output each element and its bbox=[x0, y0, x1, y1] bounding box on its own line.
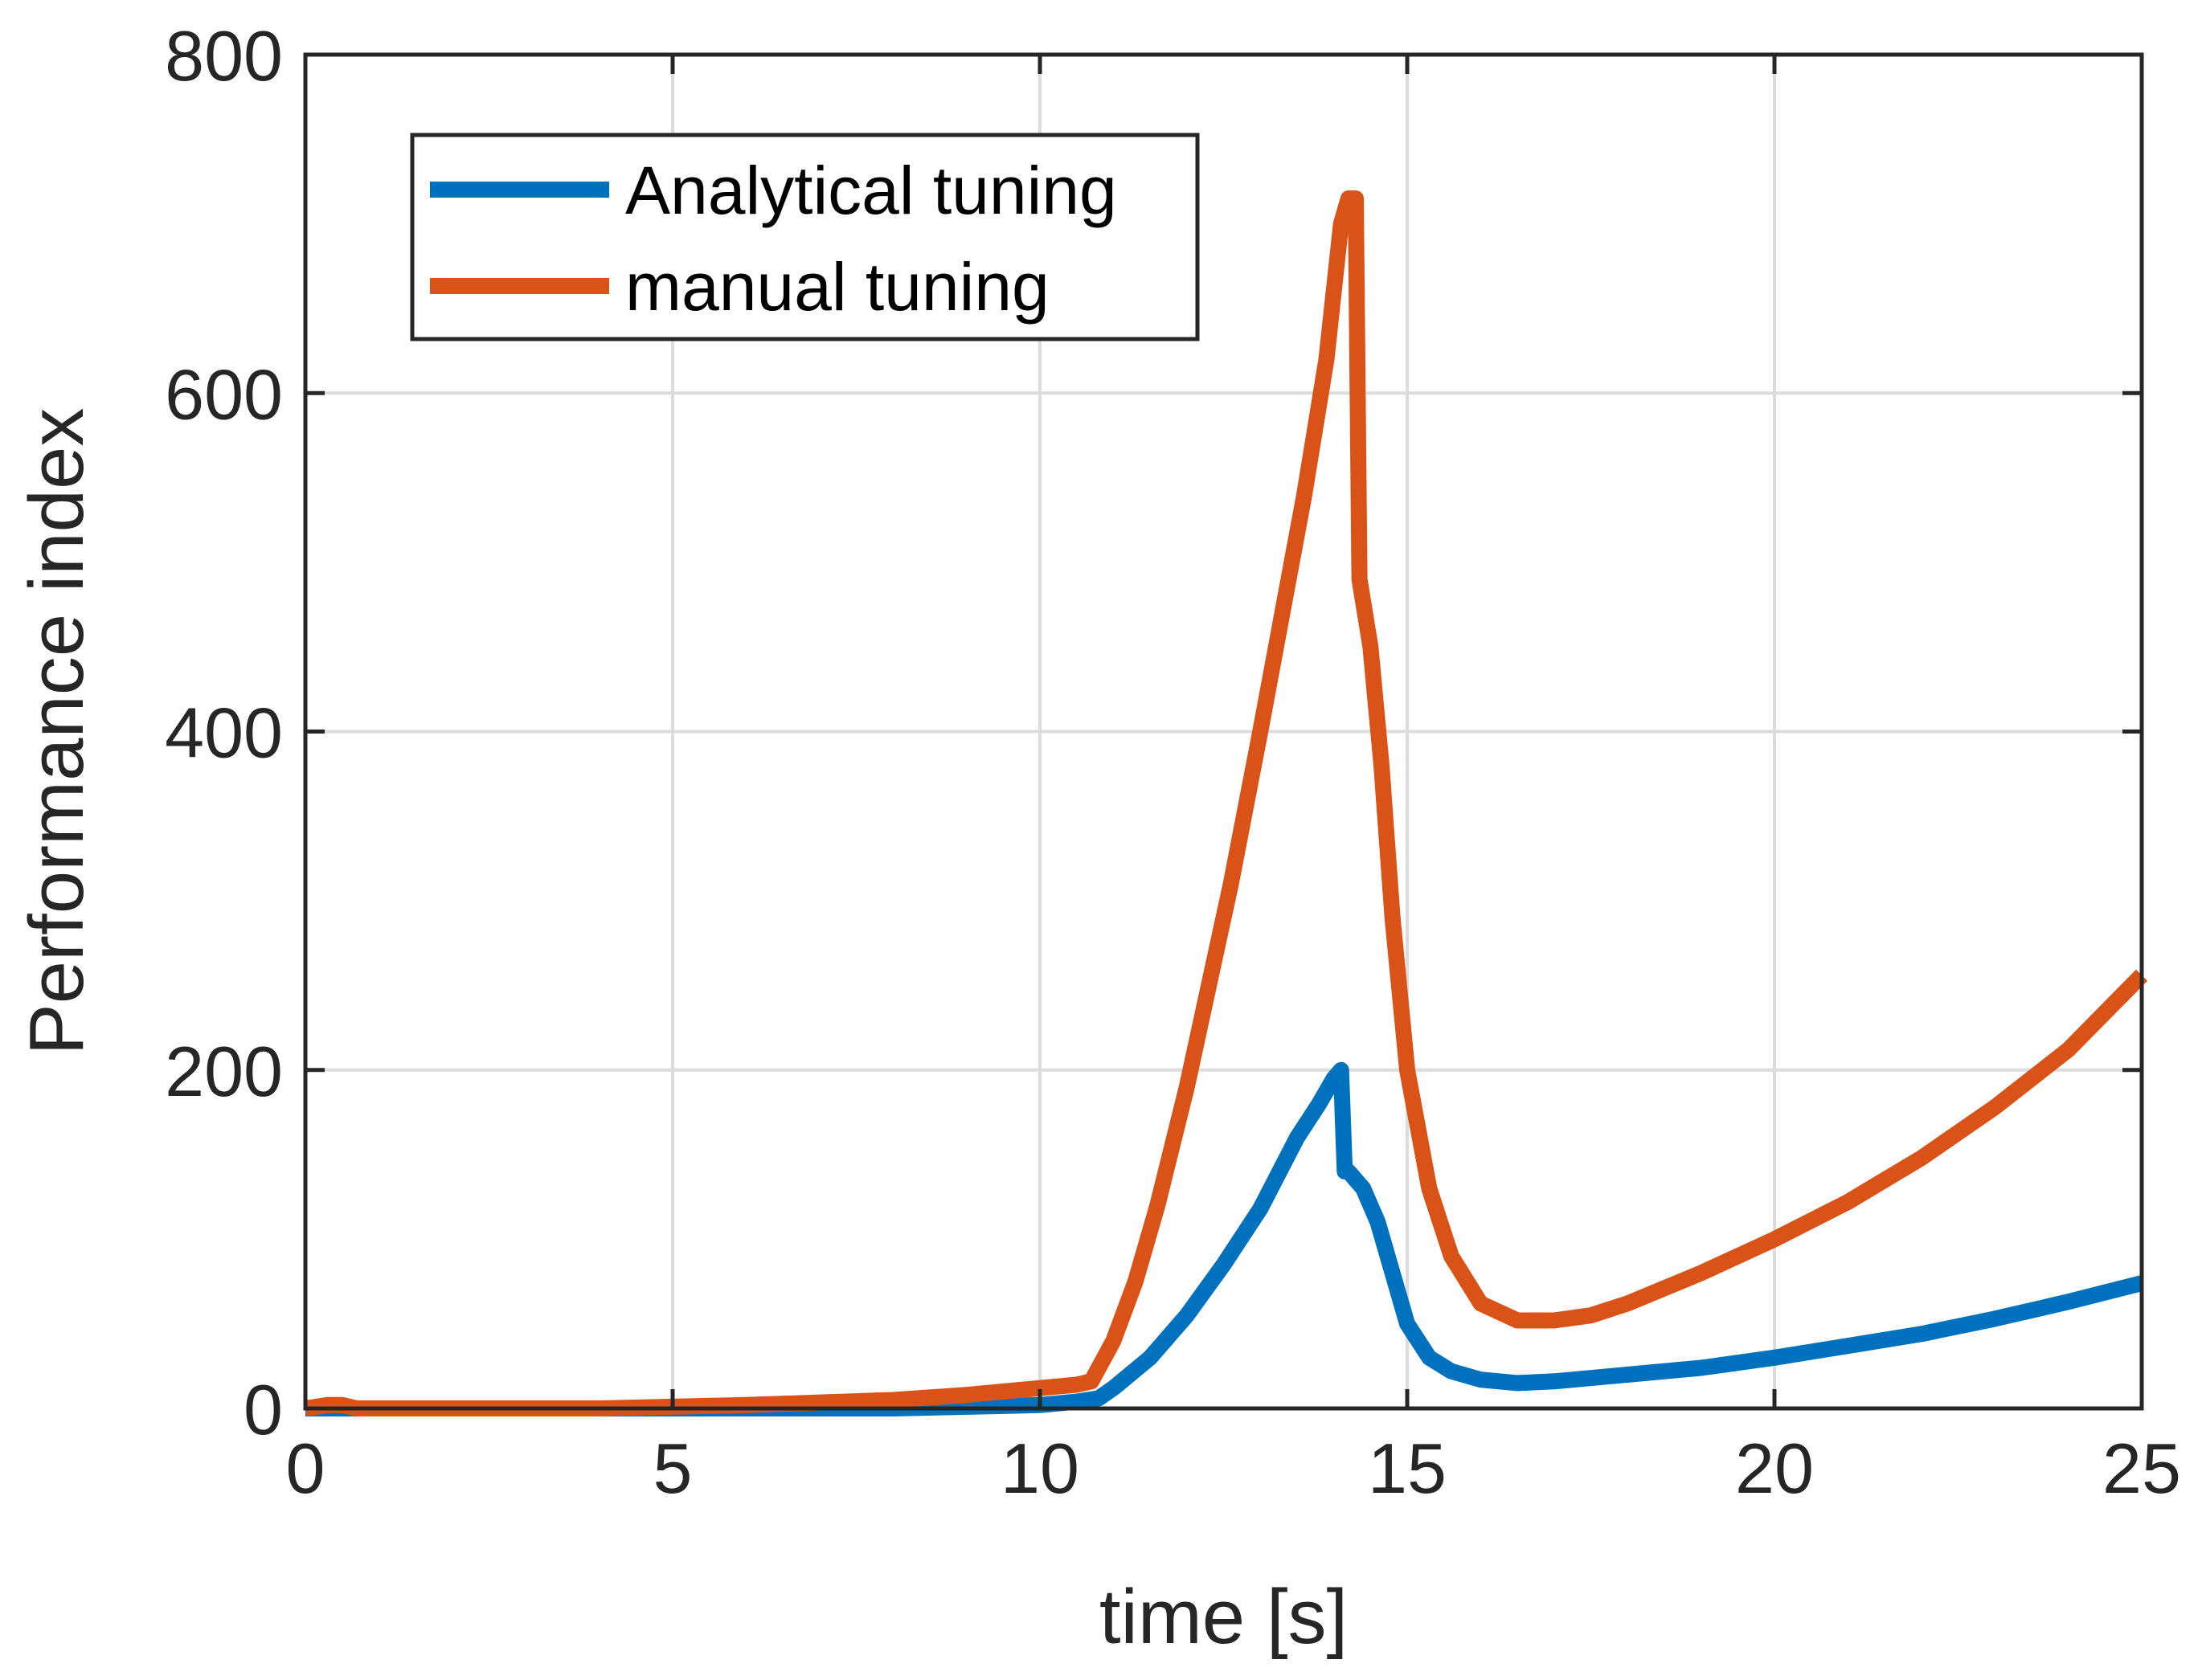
y-tick-label-0: 0 bbox=[244, 1370, 283, 1449]
x-tick-label-25: 25 bbox=[2102, 1429, 2181, 1508]
x-tick-label-0: 0 bbox=[286, 1429, 325, 1508]
legend-label-manual-tuning: manual tuning bbox=[625, 249, 1050, 325]
y-tick-label-200: 200 bbox=[165, 1032, 283, 1111]
y-tick-label-800: 800 bbox=[165, 16, 283, 96]
legend-label-analytical-tuning: Analytical tuning bbox=[625, 153, 1117, 228]
y-axis-label: Performance index bbox=[14, 408, 100, 1056]
legend-box bbox=[410, 133, 1200, 341]
x-tick-label-5: 5 bbox=[653, 1429, 693, 1508]
x-tick-label-20: 20 bbox=[1735, 1429, 1814, 1508]
axis-ticks: 0 5 10 15 20 25 0 200 400 600 800 bbox=[165, 16, 2181, 1508]
x-tick-label-15: 15 bbox=[1368, 1429, 1447, 1508]
y-tick-label-400: 400 bbox=[165, 693, 283, 773]
x-tick-label-10: 10 bbox=[1001, 1429, 1079, 1508]
legend: Analytical tuning manual tuning bbox=[410, 133, 1200, 341]
x-axis-label: time [s] bbox=[1099, 1574, 1348, 1660]
y-tick-label-600: 600 bbox=[165, 354, 283, 434]
series-line-manual-tuning bbox=[304, 190, 2148, 1416]
